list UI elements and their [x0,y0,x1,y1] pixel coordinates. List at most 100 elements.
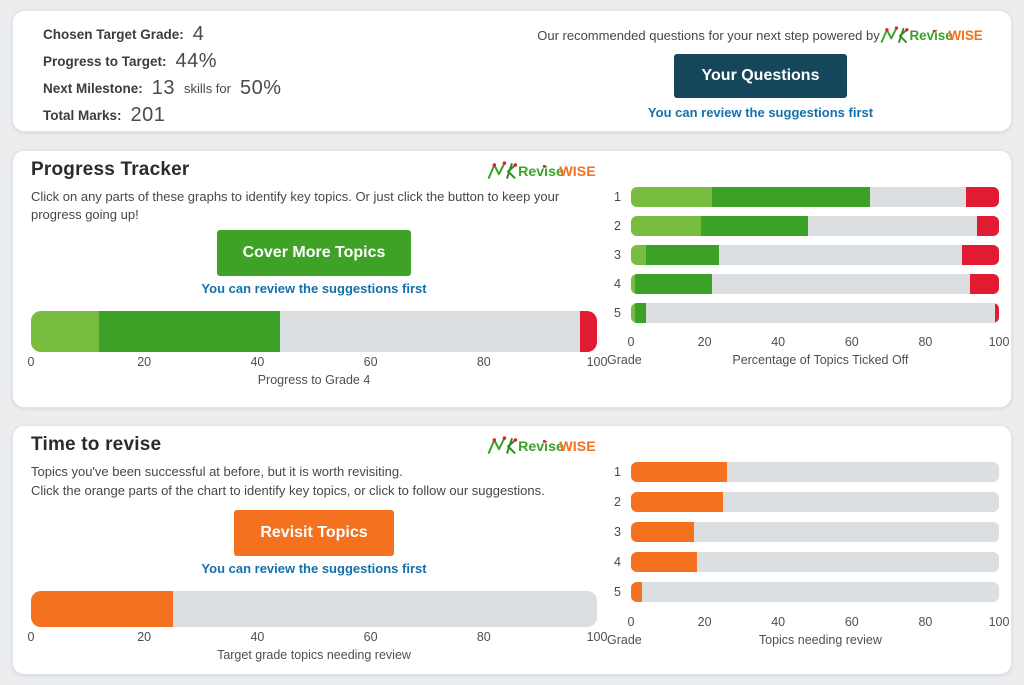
progress-tracker-title: Progress Tracker [31,159,190,180]
x-axis-tick: 20 [137,630,152,645]
bar-segment-light-green[interactable] [631,216,701,236]
stat-progress-to-target: Progress to Target: 44% [43,48,282,75]
bar-track[interactable] [631,245,999,265]
bar-segment-red[interactable] [969,274,999,294]
bar-segment-light-green[interactable] [631,245,646,265]
bar-segment-gray[interactable] [697,552,999,572]
bar-segment-gray[interactable] [870,187,966,207]
x-axis-tick: 80 [918,335,933,349]
x-axis-label: Topics needing review [758,633,882,647]
time-to-revise-card: Time to revise Revise WISE Topics you've… [12,425,1012,675]
bar-track[interactable] [631,303,999,323]
bar-segment-gray[interactable] [723,492,999,512]
x-axis-tick: 40 [250,355,265,370]
bar-segment-red[interactable] [965,187,999,207]
x-axis-tick: 100 [988,335,1010,349]
x-axis-label: Progress to Grade 4 [257,373,371,388]
bar-track[interactable] [631,522,999,542]
grade-row-label: 5 [614,585,621,599]
bar-track[interactable] [31,311,597,353]
bar-segment-red[interactable] [976,216,999,236]
x-axis-tick: 20 [137,355,152,370]
bar-segment-red[interactable] [579,311,597,353]
bar-segment-dark-green[interactable] [634,274,712,294]
x-axis-tick: 60 [844,335,859,349]
stat-label: Total Marks: [43,108,122,123]
cover-more-topics-button[interactable]: Cover More Topics [216,230,412,277]
grade-row-label: 1 [614,190,621,204]
stat-label: Next Milestone: [43,81,143,96]
x-axis-tick: 40 [771,335,786,349]
grade-row-label: 5 [614,306,621,320]
progress-tracker-description: Click on any parts of these graphs to id… [31,189,560,222]
bar-segment-orange[interactable] [631,552,698,572]
bar-segment-gray[interactable] [693,522,999,542]
bar-segment-gray[interactable] [711,274,970,294]
stat-unit-text: skills for [184,81,231,96]
x-axis-tick: 0 [627,615,635,629]
x-axis-tick: 100 [586,355,608,370]
revisit-topics-button[interactable]: Revisit Topics [234,510,394,557]
bar-segment-gray[interactable] [645,303,996,323]
x-axis-tick: 80 [476,355,491,370]
bar-segment-orange[interactable] [31,591,173,628]
bar-segment-light-green[interactable] [631,187,712,207]
review-suggestions-link[interactable]: You can review the suggestions first [647,105,874,120]
summary-card: Chosen Target Grade: 4 Progress to Targe… [12,10,1012,132]
bar-segment-gray[interactable] [642,582,999,602]
bar-segment-dark-green[interactable] [711,187,871,207]
bar-segment-dark-green[interactable] [634,303,646,323]
grade-row-label: 4 [614,277,621,291]
bar-track[interactable] [631,187,999,207]
x-axis-tick: 60 [844,615,859,629]
bar-track[interactable] [631,492,999,512]
stat-label: Chosen Target Grade: [43,27,184,42]
review-suggestions-link[interactable]: You can review the suggestions first [201,561,427,577]
stat-value: 44% [175,50,218,72]
bar-segment-dark-green[interactable] [700,216,808,236]
bar-segment-gray[interactable] [719,245,963,265]
bar-segment-light-green[interactable] [631,274,635,294]
bar-segment-dark-green[interactable] [645,245,720,265]
bar-segment-dark-green[interactable] [98,311,281,353]
bar-track[interactable] [631,462,999,482]
time-to-revise-left: Time to revise Revise WISE Topics you've… [28,434,608,662]
bar-track[interactable] [631,552,999,572]
bar-segment-light-green[interactable] [631,303,635,323]
x-axis-tick: 20 [697,615,712,629]
y-axis-label: Grade [607,353,642,367]
revisewise-logo: Revise WISE [487,435,596,455]
bar-segment-orange[interactable] [631,522,694,542]
x-axis: 0 20 40 60 80 100 [27,352,608,370]
stat-label: Progress to Target: [43,54,167,69]
x-axis-tick: 80 [918,615,933,629]
bar-segment-gray[interactable] [280,311,580,353]
bar-segment-gray[interactable] [726,462,999,482]
your-questions-button[interactable]: Your Questions [673,54,848,98]
bar-segment-gray[interactable] [172,591,597,628]
review-suggestions-link[interactable]: You can review the suggestions first [201,281,427,297]
bar-segment-orange[interactable] [631,492,723,512]
bar-segment-orange[interactable] [631,462,727,482]
topics-needing-review-chart: 1 2 3 4 5 0 20 40 60 80 100 Grade Topics needing rev… [607,462,1009,647]
bar-track[interactable] [631,216,999,236]
bar-track[interactable] [631,274,999,294]
powered-by-line: Our recommended questions for your next … [508,25,1013,45]
bar-segment-red[interactable] [962,245,999,265]
x-axis-tick: 0 [27,355,35,370]
stat-value: 13 [151,77,176,99]
bar-segment-gray[interactable] [807,216,977,236]
recommended-questions-section: Our recommended questions for your next … [508,25,1013,122]
revisewise-logo: Revise WISE [487,160,596,180]
bar-segment-red[interactable] [995,303,999,323]
grade-row-label: 2 [614,219,621,233]
bar-segment-orange[interactable] [631,582,643,602]
x-axis-tick: 40 [771,615,786,629]
bar-track[interactable] [31,591,597,628]
bar-segment-light-green[interactable] [31,311,99,353]
grade-row-label: 2 [614,495,621,509]
bar-track[interactable] [631,582,999,602]
x-axis-tick: 80 [476,630,491,645]
target-grade-review-chart: 0 20 40 60 80 100 Target grade topics needing … [28,591,607,662]
x-axis-tick: 0 [627,335,635,349]
